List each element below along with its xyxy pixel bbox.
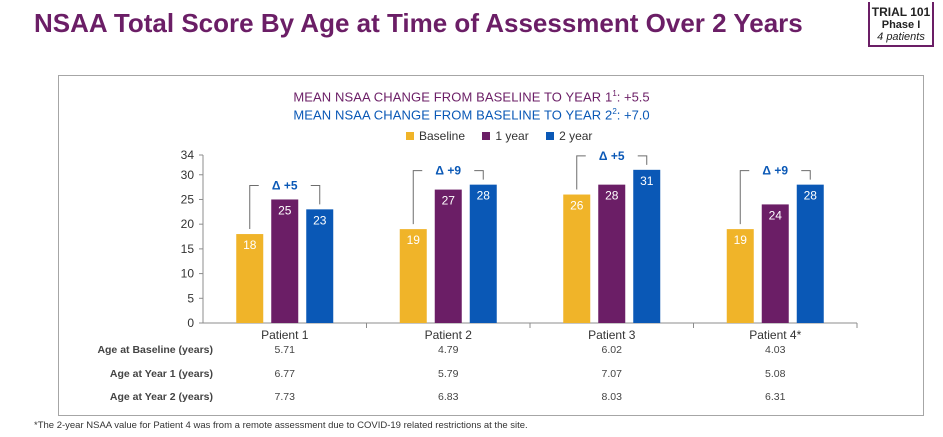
y-tick-label: 20 <box>181 217 195 231</box>
delta-bracket-left <box>576 155 586 190</box>
data-label: 28 <box>605 189 619 203</box>
delta-bracket-right <box>801 170 811 180</box>
bar-2-year <box>796 184 824 323</box>
badge-patients: 4 patients <box>877 31 925 43</box>
trial-badge: TRIAL 101 Phase I 4 patients <box>868 2 934 47</box>
delta-bracket-right <box>310 184 321 205</box>
delta-bracket-right <box>637 155 648 165</box>
x-tick-label: Patient 3 <box>588 328 636 342</box>
bar-baseline <box>563 194 591 323</box>
x-tick-label: Patient 4* <box>749 328 801 342</box>
delta-bracket-left <box>739 170 750 225</box>
data-label: 27 <box>442 194 456 208</box>
y-tick-label: 0 <box>187 316 194 330</box>
age-cell: 6.02 <box>601 344 622 356</box>
data-label: 31 <box>640 174 654 188</box>
data-label: 23 <box>313 213 327 227</box>
age-row-label: Age at Baseline (years) <box>97 344 213 356</box>
mean-change-year2-ref: 2 <box>612 107 617 116</box>
x-tick-label: Patient 2 <box>425 328 473 342</box>
age-cell: 5.08 <box>765 368 786 380</box>
x-tick-label: Patient 1 <box>261 328 309 342</box>
age-cell: 6.77 <box>274 368 295 380</box>
y-tick-label: 5 <box>187 291 194 305</box>
delta-bracket-left <box>412 170 423 225</box>
age-cell: 7.73 <box>274 391 295 403</box>
delta-bracket-left <box>249 184 259 230</box>
bar-baseline <box>236 234 264 323</box>
bar-1-year <box>598 184 626 323</box>
age-row-label: Age at Year 2 (years) <box>109 391 213 403</box>
data-label: 28 <box>804 189 818 203</box>
data-label: 24 <box>769 208 783 222</box>
mean-change-year1-value: : +5.5 <box>616 89 650 105</box>
bar-baseline <box>399 229 427 323</box>
age-cell: 4.03 <box>765 344 786 356</box>
mean-change-year2-value: : +7.0 <box>616 107 650 123</box>
data-label: 19 <box>734 233 748 247</box>
y-tick-label: 30 <box>181 168 195 182</box>
bar-1-year <box>271 199 299 323</box>
bar-2-year <box>306 209 334 323</box>
y-tick-label: 25 <box>181 192 195 206</box>
age-cell: 4.79 <box>438 344 459 356</box>
y-tick-label: 10 <box>181 267 195 281</box>
data-label: 18 <box>243 238 257 252</box>
chart-panel <box>58 75 924 416</box>
bar-2-year <box>469 184 497 323</box>
age-cell: 7.07 <box>601 368 622 380</box>
age-row-label: Age at Year 1 (years) <box>109 368 213 380</box>
footnote: *The 2-year NSAA value for Patient 4 was… <box>34 420 528 431</box>
y-tick-label: 34 <box>181 148 195 162</box>
age-cell: 6.83 <box>438 391 459 403</box>
delta-bracket-right <box>474 170 484 180</box>
bar-1-year <box>761 204 789 323</box>
badge-phase: Phase I <box>881 18 921 31</box>
chart-legend: Baseline 1 year 2 year <box>406 129 606 143</box>
mean-change-year2: MEAN NSAA CHANGE FROM BASELINE TO YEAR 2… <box>0 107 943 122</box>
badge-trial: TRIAL 101 <box>871 5 931 19</box>
data-label: 26 <box>570 199 584 213</box>
mean-change-year1-label: MEAN NSAA CHANGE FROM BASELINE TO YEAR 1 <box>293 89 613 105</box>
delta-label: Δ +9 <box>435 164 461 178</box>
mean-change-year2-label: MEAN NSAA CHANGE FROM BASELINE TO YEAR 2 <box>293 107 613 123</box>
data-label: 25 <box>278 203 292 217</box>
age-cell: 8.03 <box>601 391 622 403</box>
data-label: 28 <box>477 189 491 203</box>
delta-label: Δ +9 <box>762 164 788 178</box>
legend-2-year: 2 year <box>546 129 592 143</box>
age-cell: 5.71 <box>274 344 295 356</box>
age-cell: 5.79 <box>438 368 459 380</box>
bar-baseline <box>726 229 754 323</box>
legend-baseline: Baseline <box>406 129 465 143</box>
legend-1-year: 1 year <box>482 129 529 143</box>
page-title: NSAA Total Score By Age at Time of Asses… <box>34 8 803 38</box>
bar-2-year <box>633 169 661 323</box>
delta-label: Δ +5 <box>272 178 298 192</box>
data-label: 19 <box>407 233 421 247</box>
bar-1-year <box>434 189 462 323</box>
mean-change-year1-ref: 1 <box>612 89 617 98</box>
delta-label: Δ +5 <box>599 149 625 163</box>
age-cell: 6.31 <box>765 391 786 403</box>
mean-change-year1: MEAN NSAA CHANGE FROM BASELINE TO YEAR 1… <box>0 89 943 104</box>
y-tick-label: 15 <box>181 242 195 256</box>
